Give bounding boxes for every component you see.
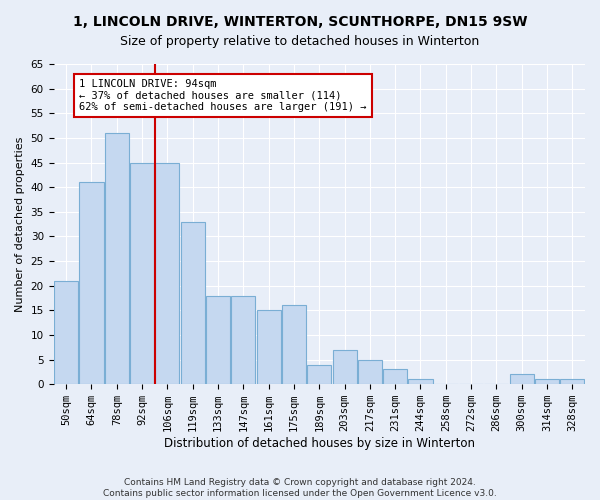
Bar [181, 222, 205, 384]
Bar [409, 380, 433, 384]
Bar [510, 374, 534, 384]
Bar [307, 364, 331, 384]
Bar [358, 360, 382, 384]
Bar [206, 296, 230, 384]
Bar [232, 296, 256, 384]
Bar [282, 306, 306, 384]
Y-axis label: Number of detached properties: Number of detached properties [15, 136, 25, 312]
Bar [332, 350, 356, 384]
Bar [383, 370, 407, 384]
Bar [105, 133, 129, 384]
Text: Size of property relative to detached houses in Winterton: Size of property relative to detached ho… [121, 35, 479, 48]
X-axis label: Distribution of detached houses by size in Winterton: Distribution of detached houses by size … [164, 437, 475, 450]
Bar [155, 162, 179, 384]
Bar [79, 182, 104, 384]
Bar [54, 281, 78, 384]
Text: Contains HM Land Registry data © Crown copyright and database right 2024.
Contai: Contains HM Land Registry data © Crown c… [103, 478, 497, 498]
Bar [130, 162, 154, 384]
Text: 1 LINCOLN DRIVE: 94sqm
← 37% of detached houses are smaller (114)
62% of semi-de: 1 LINCOLN DRIVE: 94sqm ← 37% of detached… [79, 79, 367, 112]
Bar [257, 310, 281, 384]
Text: 1, LINCOLN DRIVE, WINTERTON, SCUNTHORPE, DN15 9SW: 1, LINCOLN DRIVE, WINTERTON, SCUNTHORPE,… [73, 15, 527, 29]
Bar [560, 380, 584, 384]
Bar [535, 380, 559, 384]
